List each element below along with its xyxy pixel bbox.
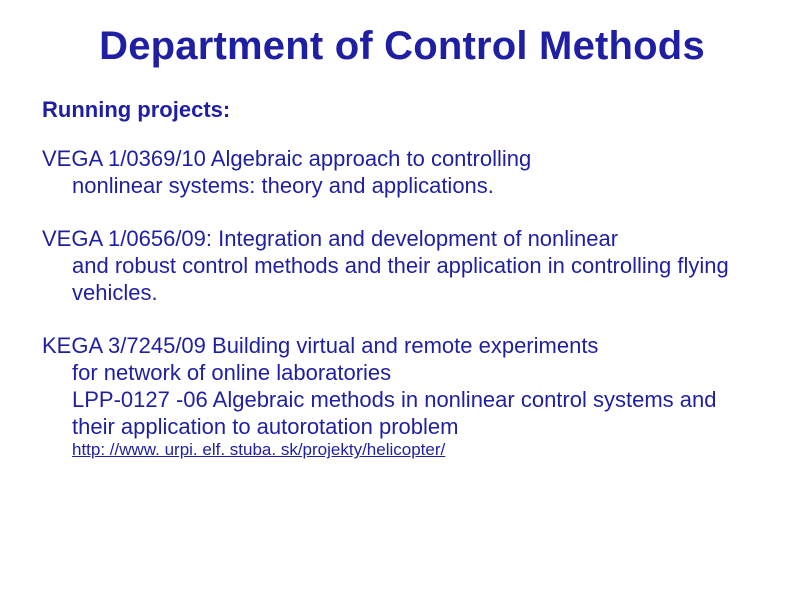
project-item: VEGA 1/0656/09: Integration and developm…: [42, 225, 752, 306]
project-rest: and robust control methods and their app…: [42, 252, 752, 306]
project-link[interactable]: http: //www. urpi. elf. stuba. sk/projek…: [42, 440, 752, 461]
project-rest: nonlinear systems: theory and applicatio…: [42, 172, 752, 199]
slide: Department of Control Methods Running pr…: [0, 0, 794, 595]
project-firstline: VEGA 1/0656/09: Integration and developm…: [42, 225, 752, 252]
project-item: KEGA 3/7245/09 Building virtual and remo…: [42, 332, 752, 461]
project-firstline: VEGA 1/0369/10 Algebraic approach to con…: [42, 145, 752, 172]
page-title: Department of Control Methods: [42, 24, 752, 69]
section-heading: Running projects:: [42, 97, 752, 123]
project-firstline: KEGA 3/7245/09 Building virtual and remo…: [42, 332, 752, 359]
project-item: VEGA 1/0369/10 Algebraic approach to con…: [42, 145, 752, 199]
project-rest: for network of online laboratoriesLPP-01…: [42, 359, 752, 440]
